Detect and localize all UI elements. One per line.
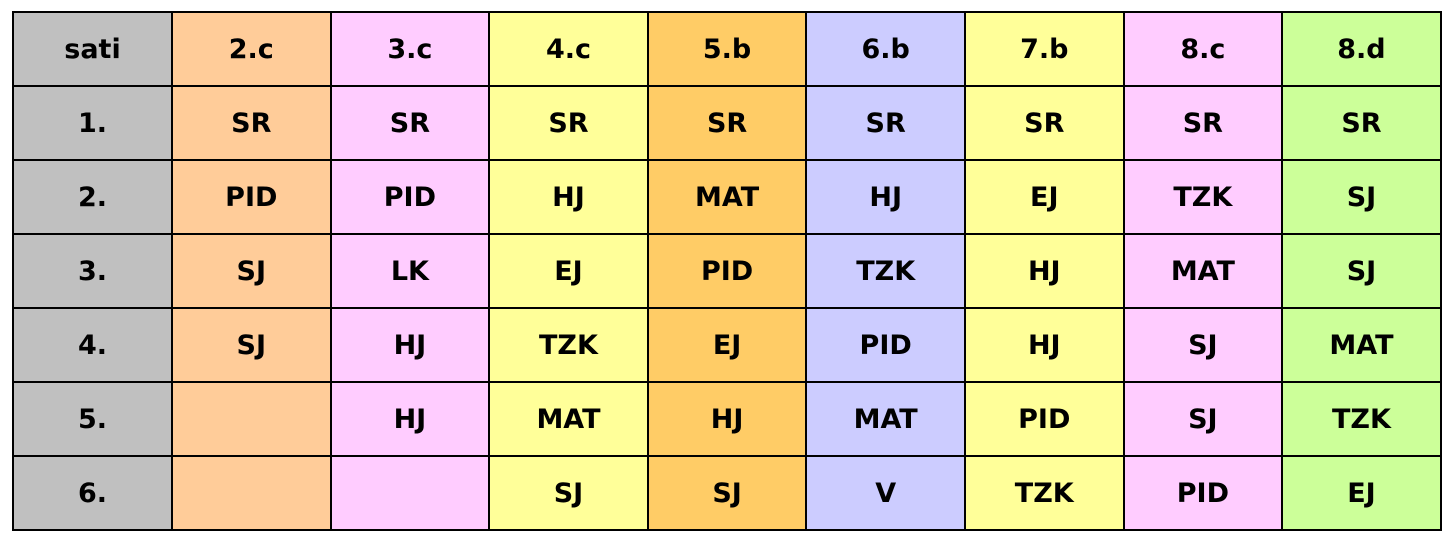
header-class-7b: 7.b — [963, 11, 1125, 87]
schedule-cell: HJ — [646, 381, 808, 457]
schedule-cell: SR — [805, 85, 966, 161]
schedule-cell: SJ — [1281, 233, 1442, 309]
schedule-cell: MAT — [805, 381, 966, 457]
schedule-cell: EJ — [1281, 455, 1442, 531]
header-class-4c: 4.c — [488, 11, 649, 87]
schedule-cell: EJ — [488, 233, 649, 309]
schedule-cell: V — [805, 455, 966, 531]
schedule-cell: SJ — [646, 455, 808, 531]
schedule-cell: SR — [1122, 85, 1284, 161]
schedule-cell: TZK — [963, 455, 1125, 531]
schedule-cell: PID — [963, 381, 1125, 457]
header-class-3c: 3.c — [329, 11, 491, 87]
schedule-cell: MAT — [646, 159, 808, 235]
schedule-cell: TZK — [1281, 381, 1442, 457]
schedule-cell — [329, 455, 491, 531]
schedule-cell: SR — [329, 85, 491, 161]
schedule-cell: EJ — [646, 307, 808, 383]
header-class-8d: 8.d — [1281, 11, 1442, 87]
schedule-cell: TZK — [1122, 159, 1284, 235]
schedule-cell: SR — [488, 85, 649, 161]
period-label: 5. — [12, 381, 173, 457]
schedule-cell: SJ — [488, 455, 649, 531]
table-row: 2. PID PID HJ MAT HJ EJ TZK SJ — [12, 159, 1442, 235]
schedule-cell: MAT — [1122, 233, 1284, 309]
schedule-cell: HJ — [488, 159, 649, 235]
schedule-cell: HJ — [963, 307, 1125, 383]
period-label: 6. — [12, 455, 173, 531]
class-schedule-table: sati 2.c 3.c 4.c 5.b 6.b 7.b 8.c 8.d 1. … — [12, 11, 1442, 531]
period-label: 1. — [12, 85, 173, 161]
header-class-8c: 8.c — [1122, 11, 1284, 87]
schedule-cell: SR — [1281, 85, 1442, 161]
header-class-2c: 2.c — [171, 11, 332, 87]
schedule-cell: PID — [646, 233, 808, 309]
table-row: 6. SJ SJ V TZK PID EJ — [12, 455, 1442, 531]
period-label: 4. — [12, 307, 173, 383]
schedule-cell: EJ — [963, 159, 1125, 235]
schedule-cell: SR — [171, 85, 332, 161]
table-row: 3. SJ LK EJ PID TZK HJ MAT SJ — [12, 233, 1442, 309]
schedule-cell: SJ — [1122, 381, 1284, 457]
period-label: 3. — [12, 233, 173, 309]
schedule-cell: PID — [805, 307, 966, 383]
schedule-cell: PID — [171, 159, 332, 235]
schedule-cell: LK — [329, 233, 491, 309]
schedule-cell: SJ — [171, 307, 332, 383]
schedule-cell: SJ — [1122, 307, 1284, 383]
schedule-cell: HJ — [805, 159, 966, 235]
table-row: 5. HJ MAT HJ MAT PID SJ TZK — [12, 381, 1442, 457]
schedule-cell: PID — [329, 159, 491, 235]
schedule-cell: TZK — [488, 307, 649, 383]
schedule-cell: HJ — [963, 233, 1125, 309]
period-label: 2. — [12, 159, 173, 235]
header-class-6b: 6.b — [805, 11, 966, 87]
schedule-cell: SJ — [1281, 159, 1442, 235]
header-row: sati 2.c 3.c 4.c 5.b 6.b 7.b 8.c 8.d — [12, 11, 1442, 87]
schedule-cell — [171, 455, 332, 531]
schedule-cell: PID — [1122, 455, 1284, 531]
schedule-cell: TZK — [805, 233, 966, 309]
schedule-cell: HJ — [329, 381, 491, 457]
schedule-cell: SR — [963, 85, 1125, 161]
schedule-cell: MAT — [1281, 307, 1442, 383]
table-row: 4. SJ HJ TZK EJ PID HJ SJ MAT — [12, 307, 1442, 383]
schedule-cell: HJ — [329, 307, 491, 383]
schedule-cell — [171, 381, 332, 457]
schedule-cell: MAT — [488, 381, 649, 457]
header-class-5b: 5.b — [646, 11, 808, 87]
schedule-cell: SJ — [171, 233, 332, 309]
table-row: 1. SR SR SR SR SR SR SR SR — [12, 85, 1442, 161]
header-sati: sati — [12, 11, 173, 87]
schedule-wrapper: sati 2.c 3.c 4.c 5.b 6.b 7.b 8.c 8.d 1. … — [12, 11, 1442, 531]
schedule-cell: SR — [646, 85, 808, 161]
